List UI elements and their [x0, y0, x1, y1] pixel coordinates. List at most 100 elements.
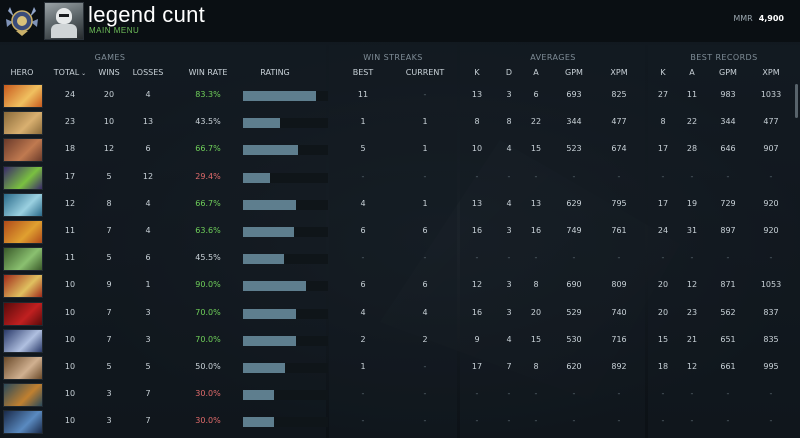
hero-row[interactable]: 17 5 12 29.4% - - - - - - - - - - - [0, 164, 800, 192]
cell-k: 12 [471, 280, 483, 290]
hero-portrait[interactable] [3, 356, 43, 380]
panel-win-streaks [329, 45, 457, 438]
col-rec-k[interactable]: K [660, 68, 666, 77]
hero-row[interactable]: 11 7 4 63.6% 6 6 16 3 16 749 761 24 31 897 920 [0, 218, 800, 246]
panel-best-records [648, 45, 800, 438]
hero-portrait[interactable] [3, 220, 43, 244]
col-rec-gpm[interactable]: GPM [719, 68, 737, 77]
hero-row[interactable]: 10 3 7 30.0% - - - - - - - - - - - [0, 408, 800, 436]
col-rec-xpm[interactable]: XPM [762, 68, 780, 77]
rating-bar [243, 227, 328, 237]
hero-portrait[interactable] [3, 84, 43, 108]
cell-xpm: - [617, 253, 621, 263]
cell-ra: - [690, 171, 694, 181]
cell-rk: - [661, 253, 665, 263]
cell-streak-current: - [423, 389, 427, 399]
cell-gpm: - [572, 253, 576, 263]
hero-portrait[interactable] [3, 328, 43, 353]
cell-win-rate: 70.0% [195, 307, 221, 317]
cell-rk: 24 [657, 226, 669, 235]
rating-bar [243, 254, 328, 265]
hero-portrait[interactable] [3, 410, 43, 435]
cell-losses: 3 [145, 307, 151, 317]
cell-ra: 22 [686, 117, 698, 127]
cell-rgpm: 344 [720, 117, 736, 127]
main-menu-link[interactable]: MAIN MENU [89, 26, 140, 35]
cell-losses: 7 [145, 416, 151, 426]
hero-portrait[interactable] [3, 138, 43, 163]
col-total[interactable]: TOTAL ⌄ [50, 68, 90, 77]
hero-portrait[interactable] [3, 383, 43, 408]
cell-d: - [507, 389, 511, 399]
cell-rk: 15 [657, 334, 669, 344]
cell-losses: 4 [145, 198, 151, 208]
hero-portrait[interactable] [3, 247, 43, 272]
hero-portrait[interactable] [3, 165, 43, 190]
hero-row[interactable]: 10 7 3 70.0% 2 2 9 4 15 530 716 15 21 651 835 [0, 327, 800, 355]
hero-row[interactable]: 10 5 5 50.0% 1 - 17 7 8 620 892 18 12 661 995 [0, 354, 800, 382]
cell-win-rate: 66.7% [195, 144, 221, 154]
col-avg-xpm[interactable]: XPM [610, 68, 628, 77]
col-hero[interactable]: HERO [10, 68, 34, 77]
cell-gpm: 529 [566, 307, 582, 317]
cell-win-rate: 43.5% [195, 117, 221, 127]
cell-rgpm: - [726, 389, 730, 399]
player-name[interactable]: legend cunt [88, 2, 206, 27]
cell-total: 17 [64, 171, 76, 181]
col-avg-gpm[interactable]: GPM [565, 68, 583, 77]
cell-k: 9 [474, 334, 480, 344]
hero-row[interactable]: 23 10 13 43.5% 1 1 8 8 22 344 477 8 22 344 477 [0, 109, 800, 137]
cell-win-rate: 30.0% [195, 416, 221, 426]
cell-rxpm: 477 [763, 117, 779, 127]
cell-total: 10 [64, 307, 76, 317]
top-bar: legend cunt MAIN MENU MMR 4,900 [0, 0, 800, 42]
cell-rxpm: 1053 [760, 280, 782, 290]
hero-row[interactable]: 10 9 1 90.0% 6 6 12 3 8 690 809 20 12 871 1053 [0, 272, 800, 300]
hero-row[interactable]: 24 20 4 83.3% 11 - 13 3 6 693 825 27 11 983 1033 [0, 82, 800, 110]
scrollbar[interactable] [795, 84, 798, 118]
col-streak-current[interactable]: CURRENT [405, 68, 445, 77]
hero-portrait[interactable] [3, 111, 43, 136]
hero-portrait[interactable] [3, 274, 43, 299]
cell-xpm: 477 [611, 117, 627, 127]
cell-ra: 21 [686, 334, 698, 344]
hero-row[interactable]: 18 12 6 66.7% 5 1 10 4 15 523 674 17 28 646 907 [0, 136, 800, 164]
cell-win-rate: 63.6% [195, 226, 221, 235]
cell-a: 8 [533, 362, 539, 371]
hero-portrait[interactable] [3, 301, 43, 326]
hero-row[interactable]: 10 3 7 30.0% - - - - - - - - - - - [0, 381, 800, 409]
col-losses[interactable]: LOSSES [132, 68, 164, 77]
cell-rk: - [661, 389, 665, 399]
cell-total: 12 [64, 198, 76, 208]
hero-row[interactable]: 12 8 4 66.7% 4 1 13 4 13 629 795 17 19 729 920 [0, 191, 800, 219]
cell-rk: 17 [657, 198, 669, 208]
col-wins[interactable]: WINS [98, 68, 120, 77]
col-avg-d[interactable]: D [505, 68, 513, 77]
hero-row[interactable]: 10 7 3 70.0% 4 4 16 3 20 529 740 20 23 562 837 [0, 300, 800, 328]
hero-row[interactable]: 11 5 6 45.5% - - - - - - - - - - - [0, 245, 800, 273]
cell-rxpm: 920 [763, 226, 779, 235]
col-avg-k[interactable]: K [474, 68, 480, 77]
cell-rxpm: - [769, 389, 773, 399]
cell-losses: 13 [142, 117, 154, 127]
hero-portrait[interactable] [3, 192, 43, 217]
col-win-rate[interactable]: WIN RATE [188, 68, 228, 77]
rating-bar [243, 363, 328, 373]
cell-wins: 5 [106, 171, 112, 181]
col-streak-best[interactable]: BEST [352, 68, 374, 77]
cell-a: 15 [530, 144, 542, 154]
col-rec-a[interactable]: A [689, 68, 695, 77]
cell-rxpm: 995 [763, 362, 779, 371]
cell-gpm: 344 [566, 117, 582, 127]
col-rating[interactable]: RATING [260, 68, 290, 77]
cell-streak-best: 4 [360, 307, 366, 317]
cell-ra: 19 [686, 198, 698, 208]
col-avg-a[interactable]: A [533, 68, 539, 77]
cell-losses: 4 [145, 226, 151, 235]
mmr-label: MMR [733, 14, 753, 23]
cell-wins: 7 [106, 334, 112, 344]
cell-wins: 7 [106, 226, 112, 235]
cell-k: 10 [471, 144, 483, 154]
player-avatar[interactable] [44, 2, 84, 40]
avatar-armor [51, 24, 77, 38]
